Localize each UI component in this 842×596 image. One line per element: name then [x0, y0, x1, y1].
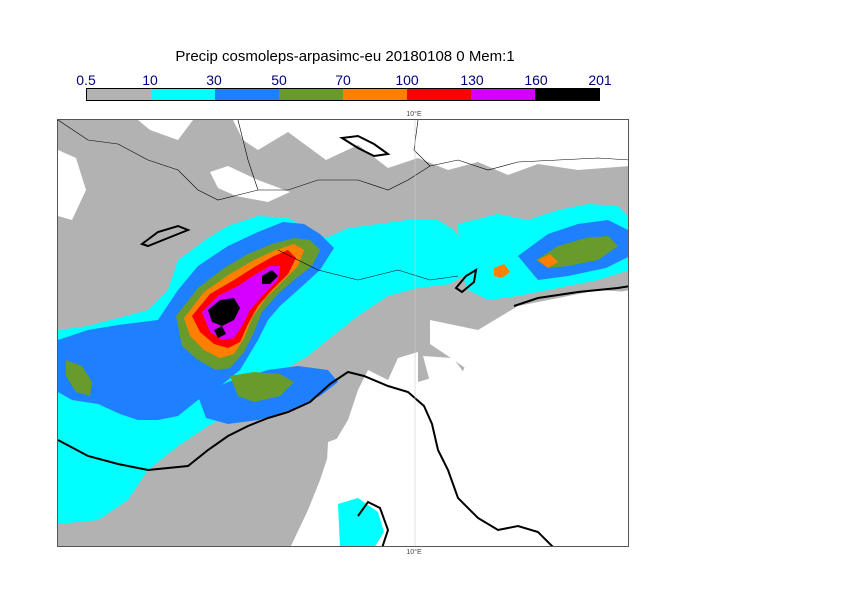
- precip-area-orange: [538, 254, 558, 268]
- legend-swatch-2: [215, 89, 279, 100]
- legend-label-7: 160: [524, 72, 548, 88]
- legend-swatch-0: [87, 89, 151, 100]
- precip-area-green: [66, 360, 92, 396]
- map-canvas: [58, 120, 628, 546]
- border-line: [58, 120, 628, 201]
- land-patch: [326, 434, 358, 504]
- coastline: [139, 224, 191, 248]
- legend-colorbar: [86, 88, 600, 101]
- legend-swatch-6: [471, 89, 535, 100]
- land-area-east: [430, 290, 628, 546]
- legend-swatch-1: [151, 89, 215, 100]
- legend-labels: 0.5 10 30 50 70 100 130 160 201: [0, 72, 842, 90]
- legend-swatch-3: [279, 89, 343, 100]
- chart-title: Precip cosmoleps-arpasimc-eu 20180108 0 …: [175, 48, 515, 65]
- legend-label-8: 201: [588, 72, 612, 88]
- legend-label-1: 10: [142, 72, 158, 88]
- coastline: [454, 268, 478, 294]
- legend-swatch-7: [535, 89, 599, 100]
- precip-area-orange: [494, 264, 510, 278]
- legend-swatch-4: [343, 89, 407, 100]
- land-patch: [58, 150, 86, 220]
- precip-area-black: [262, 270, 278, 284]
- legend-label-5: 100: [395, 72, 419, 88]
- precipitation-map: [57, 119, 629, 547]
- land-patch: [210, 166, 290, 202]
- border-line: [277, 249, 459, 281]
- precip-area-green: [536, 236, 618, 268]
- legend-label-2: 30: [206, 72, 222, 88]
- legend-label-4: 70: [335, 72, 351, 88]
- coastline: [357, 500, 390, 546]
- precip-area-cyan: [338, 498, 384, 546]
- precip-area-black: [208, 298, 240, 326]
- legend-swatch-5: [407, 89, 471, 100]
- coastline: [58, 370, 554, 546]
- precip-area-cyan: [58, 216, 468, 524]
- legend-label-6: 130: [460, 72, 484, 88]
- meridian-label-top: 10°E: [406, 111, 422, 118]
- border-line: [237, 120, 431, 191]
- land-patch: [423, 356, 468, 388]
- legend-label-3: 50: [271, 72, 287, 88]
- coastline: [513, 285, 628, 307]
- precip-area-black: [214, 326, 226, 338]
- precip-area-green: [230, 372, 294, 402]
- legend-label-0: 0.5: [76, 72, 96, 88]
- meridian-label-bottom: 10°E: [406, 549, 422, 556]
- coastline: [339, 134, 391, 158]
